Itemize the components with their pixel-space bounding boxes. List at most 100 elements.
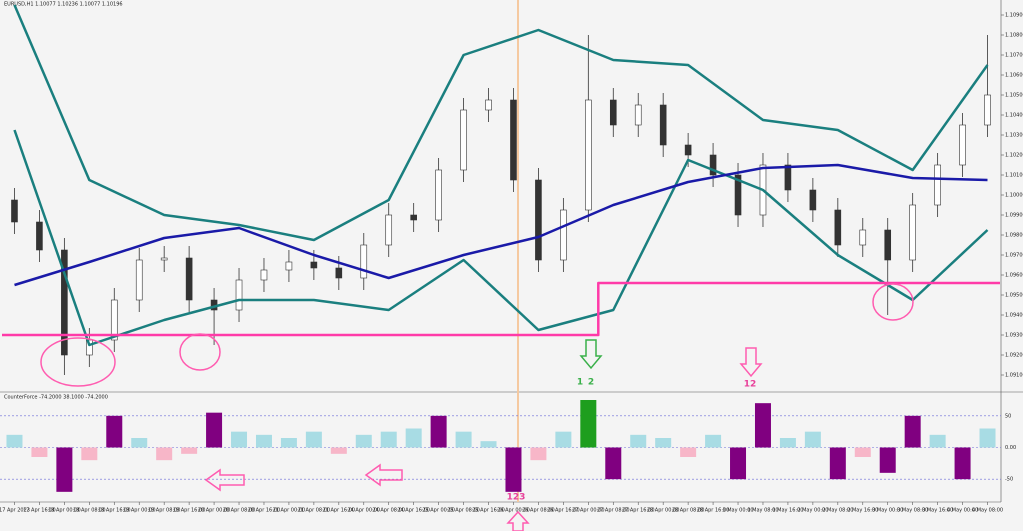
candle-body <box>609 99 617 126</box>
y-tick-label: 1.09500 <box>1005 293 1023 299</box>
candle-body <box>809 189 817 211</box>
candle-body <box>510 99 517 181</box>
histogram-bar <box>979 428 996 448</box>
histogram-bar <box>106 415 123 448</box>
candle-body <box>734 174 742 216</box>
x-tick-label: 27 Apr 08:00 <box>597 508 630 514</box>
x-tick-label: 19 Apr 08:00 <box>148 508 181 514</box>
candle-body <box>585 99 592 211</box>
histogram-bar <box>505 447 522 492</box>
x-tick-label: 21 Apr 16:00 <box>323 508 356 514</box>
overlay-line <box>13 4 989 242</box>
x-tick-label: 26 Apr 08:00 <box>522 508 555 514</box>
x-tick-label: 24 Apr 08:00 <box>372 508 405 514</box>
down-arrow <box>579 339 603 370</box>
y-tick-label: 1.10400 <box>1005 113 1023 119</box>
x-tick-label: 1 May 00:00 <box>722 508 753 514</box>
y-tick-label: -50 <box>1005 477 1013 483</box>
indicator-title: CounterForce -74.2000 38.1000 -74.2000 <box>4 395 108 401</box>
histogram-bar <box>530 447 547 461</box>
histogram-bar <box>779 438 796 448</box>
y-tick-label: 1.10500 <box>1005 93 1023 99</box>
histogram-bar <box>81 447 98 461</box>
candle-body <box>909 204 916 261</box>
y-tick-label: 1.10000 <box>1005 193 1023 199</box>
histogram-bar <box>206 412 223 448</box>
histogram-bar <box>829 447 846 480</box>
candle-body <box>535 179 542 261</box>
x-tick-label: 21 Apr 08:00 <box>298 508 331 514</box>
histogram-bar <box>330 447 347 454</box>
candle-body <box>684 144 692 156</box>
y-tick-label: 1.09600 <box>1005 273 1023 279</box>
histogram-bar <box>680 447 697 457</box>
signal-label: 123 <box>507 493 526 503</box>
histogram-bar <box>605 447 622 480</box>
candle-body <box>560 209 567 261</box>
left-arrow <box>364 463 403 487</box>
y-tick-label: 0.00 <box>1005 445 1016 451</box>
histogram-bar <box>580 400 597 448</box>
histogram-bar <box>131 438 148 448</box>
candle-body <box>709 154 717 176</box>
x-tick-label: 28 Apr 16:00 <box>697 508 730 514</box>
up-arrow <box>506 510 530 531</box>
x-tick-label: 19 Apr 16:00 <box>173 508 206 514</box>
x-tick-label: 20 Apr 16:00 <box>248 508 281 514</box>
overlay-line <box>2 281 1000 337</box>
histogram-bar <box>156 447 173 461</box>
x-tick-label: 24 Apr 16:00 <box>397 508 430 514</box>
x-tick-label: 27 Apr 16:00 <box>622 508 655 514</box>
x-tick-label: 21 Apr 00:00 <box>273 508 306 514</box>
x-tick-label: 2 May 16:00 <box>847 508 878 514</box>
candle-body <box>859 229 867 246</box>
left-arrow <box>204 468 245 492</box>
y-tick-label: 1.10700 <box>1005 53 1023 59</box>
candle-body <box>959 124 966 166</box>
candle-body <box>784 164 792 191</box>
x-tick-label: 25 Apr 00:00 <box>422 508 455 514</box>
y-tick-label: 1.09800 <box>1005 233 1023 239</box>
candle-body <box>11 199 18 223</box>
histogram-bar <box>630 434 647 448</box>
candle-body <box>36 221 43 251</box>
candle-body <box>285 261 293 271</box>
histogram-bar <box>730 447 747 480</box>
histogram-bar <box>954 447 971 480</box>
x-tick-label: 18 Apr 16:00 <box>98 508 131 514</box>
candle-body <box>984 94 991 126</box>
candle-body <box>385 214 393 246</box>
x-tick-label: 20 Apr 08:00 <box>223 508 256 514</box>
x-tick-label: 17 Apr 2023 <box>0 508 30 514</box>
candle-body <box>460 109 467 171</box>
y-tick-label: 1.10100 <box>1005 173 1023 179</box>
y-tick-label: 1.09900 <box>1005 213 1023 219</box>
candle-body <box>934 164 941 206</box>
y-tick-label: 50 <box>1005 413 1011 419</box>
signal-label: 1 <box>577 378 583 388</box>
plot: 1.09100 1.09200 1.09300 1.09400 1.09500 1.096… <box>0 4 1023 514</box>
histogram-bar <box>255 434 272 448</box>
overlay-line <box>13 129 989 347</box>
highlight-circle <box>40 337 116 387</box>
histogram-bar <box>355 434 372 448</box>
x-tick-label: 3 May 16:00 <box>922 508 953 514</box>
histogram-bar <box>655 438 672 448</box>
y-tick-label: 1.10300 <box>1005 133 1023 139</box>
y-tick-label: 1.10200 <box>1005 153 1023 159</box>
x-tick-label: 3 May 00:00 <box>872 508 903 514</box>
candle-body <box>659 104 667 146</box>
candle-body <box>884 229 892 261</box>
highlight-circle <box>872 283 914 321</box>
histogram-bar <box>754 403 771 448</box>
histogram-bar <box>280 438 297 448</box>
x-tick-label: 2 May 00:00 <box>797 508 828 514</box>
candle-body <box>634 104 642 126</box>
candle-body <box>61 249 68 356</box>
highlight-circle <box>179 333 221 371</box>
histogram-bar <box>6 434 23 448</box>
y-tick-label: 1.10900 <box>1005 13 1023 19</box>
y-tick-label: 1.09100 <box>1005 373 1023 379</box>
x-tick-label: 1 May 16:00 <box>772 508 803 514</box>
chart-title: EURUSD,H1 1.10077 1.10236 1.10077 1.1019… <box>4 2 123 8</box>
